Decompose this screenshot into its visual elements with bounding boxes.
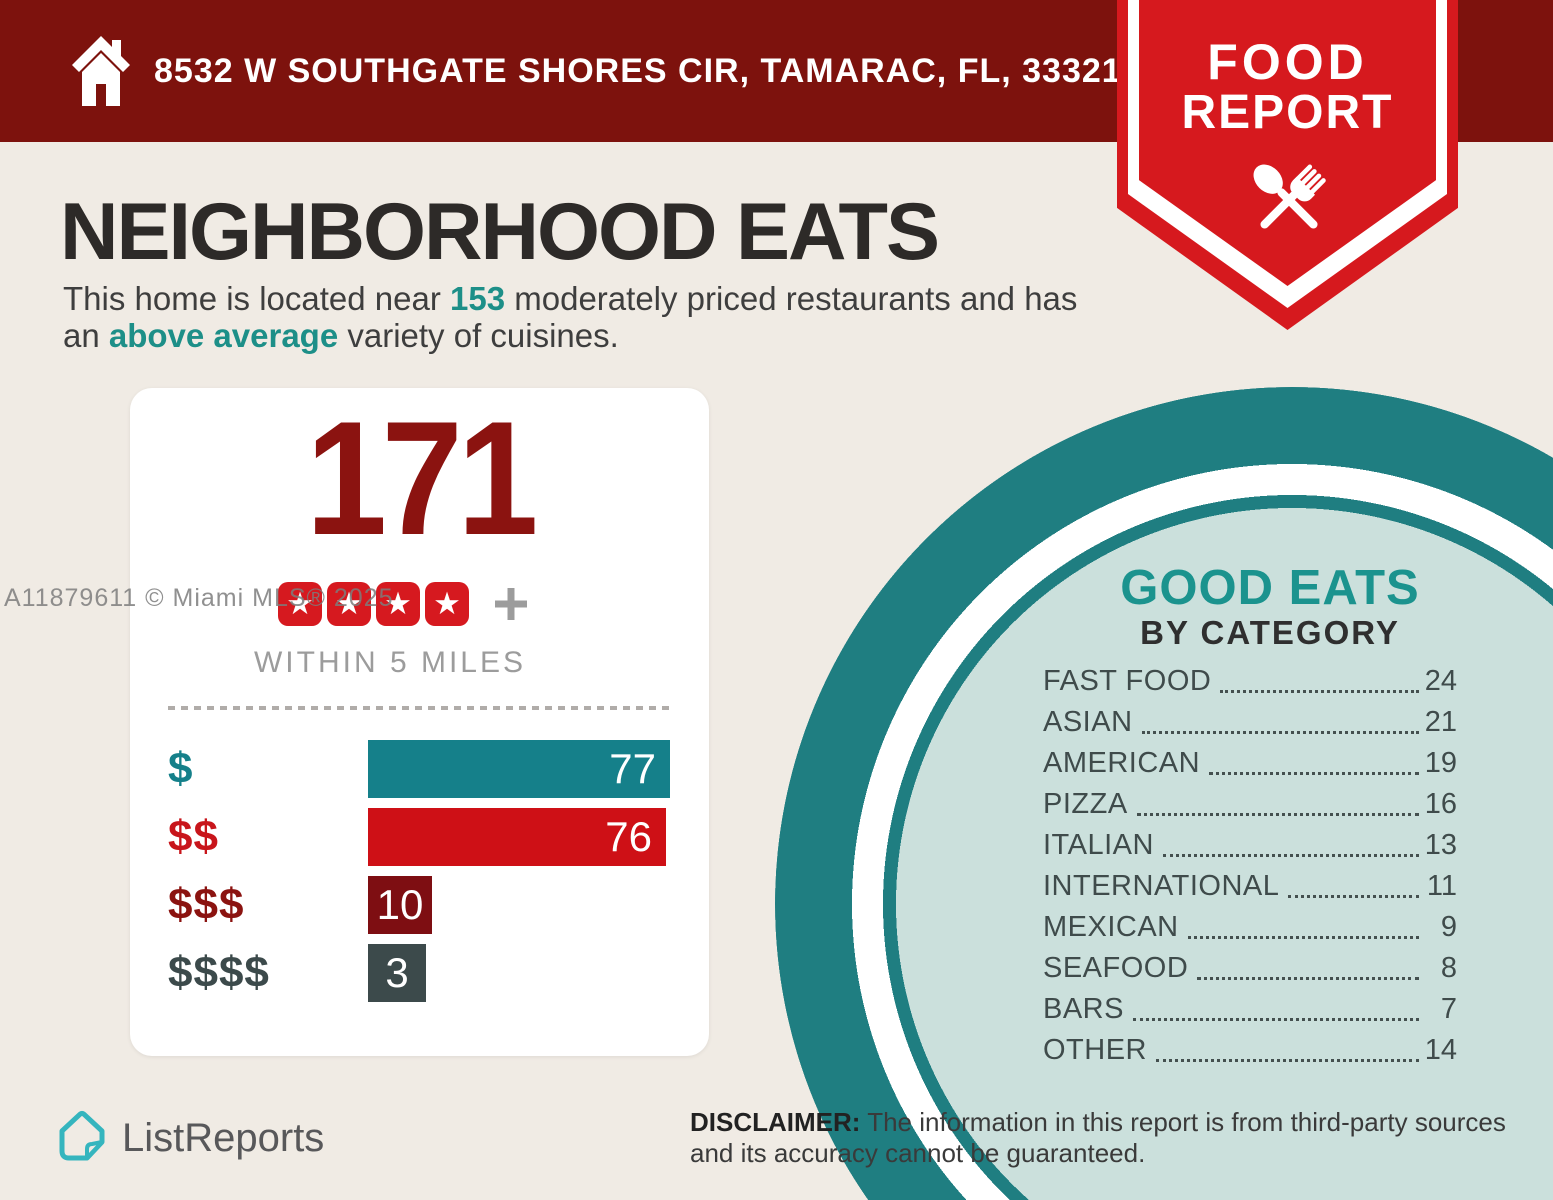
category-label: PIZZA <box>1043 788 1128 820</box>
category-label: INTERNATIONAL <box>1043 870 1280 902</box>
total-restaurant-count: 171 <box>305 388 538 569</box>
variety-highlight: above average <box>108 317 339 354</box>
home-icon <box>70 34 132 113</box>
price-tier-label: $$$ <box>168 880 245 929</box>
price-tier-label: $$$$ <box>168 948 270 997</box>
price-tier-label: $ <box>168 744 194 793</box>
category-row: INTERNATIONAL 11 <box>1043 870 1457 903</box>
restaurant-summary-card: 171 ★ ★ ★ ★ WITHIN 5 MILES $77 $$ 76 $$$ 10 $$$$… <box>130 388 709 1056</box>
brand-name: ListReports <box>122 1116 325 1160</box>
category-value: 13 <box>1424 829 1457 861</box>
dotted-leader <box>1162 854 1419 857</box>
category-list: FAST FOOD 24 ASIAN 21 AMERICAN 19 PIZZA 16 ITALI… <box>1043 665 1457 1078</box>
star-rating: ★ ★ ★ ★ <box>278 582 530 626</box>
dotted-leader <box>1220 690 1419 693</box>
category-row: AMERICAN 19 <box>1043 747 1457 780</box>
property-address: 8532 W SOUTHGATE SHORES CIR, TAMARAC, FL… <box>154 51 1122 90</box>
category-label: MEXICAN <box>1043 911 1179 943</box>
category-value: 9 <box>1440 911 1457 943</box>
dotted-leader <box>1197 977 1419 980</box>
star-icon: ★ <box>278 582 322 626</box>
disclaimer-text: The information in this report is from t… <box>690 1107 1506 1168</box>
plus-icon <box>495 588 527 620</box>
disclaimer-label: DISCLAIMER: <box>690 1107 861 1137</box>
category-row: FAST FOOD 24 <box>1043 665 1457 698</box>
price-bar-row: $77 <box>168 740 671 798</box>
price-tier-label: $$ <box>168 812 219 861</box>
dotted-leader <box>1209 772 1419 775</box>
restaurant-count: 153 <box>450 280 506 317</box>
price-bar-row: $$ 76 <box>168 808 671 866</box>
dotted-leader <box>1132 1018 1419 1021</box>
category-label: ASIAN <box>1043 706 1133 738</box>
dotted-leader <box>1136 813 1419 816</box>
bar-track: 10 <box>368 876 671 934</box>
page-title: NEIGHBORHOOD EATS <box>60 187 940 277</box>
category-label: BARS <box>1043 993 1124 1025</box>
within-5-miles-label: WITHIN 5 MILES <box>253 646 527 679</box>
category-row: SEAFOOD 8 <box>1043 952 1457 985</box>
category-row: MEXICAN 9 <box>1043 911 1457 944</box>
category-value: 11 <box>1426 870 1457 902</box>
category-value: 14 <box>1424 1034 1457 1066</box>
dotted-leader <box>1288 895 1419 898</box>
category-value: 7 <box>1440 993 1457 1025</box>
listreports-logo: ListReports <box>56 1108 324 1169</box>
ribbon-title: FOOD REPORT <box>1117 36 1458 138</box>
dotted-leader <box>1187 936 1419 939</box>
dotted-leader <box>1141 731 1419 734</box>
category-value: 16 <box>1424 788 1457 820</box>
bar-track: 3 <box>368 944 671 1002</box>
dotted-leader <box>1156 1059 1419 1062</box>
price-bar-row: $$$ 10 <box>168 876 671 934</box>
page-subtitle: This home is located near 153 moderately… <box>63 280 1093 354</box>
price-bar-value: 10 <box>376 881 424 928</box>
category-value: 19 <box>1424 747 1457 779</box>
category-label: ITALIAN <box>1043 829 1154 861</box>
bar-track: 76 <box>368 808 671 866</box>
star-icon: ★ <box>425 582 469 626</box>
price-bar-value: 3 <box>385 949 409 996</box>
category-value: 21 <box>1424 706 1457 738</box>
subtitle-text: moderately priced restaurants and has an <box>63 280 1078 354</box>
subtitle-text: This home is located near <box>63 280 451 317</box>
category-row: PIZZA 16 <box>1043 788 1457 821</box>
category-label: AMERICAN <box>1043 747 1201 779</box>
price-bar: 3 <box>368 944 426 1002</box>
category-value: 8 <box>1440 952 1457 984</box>
price-bar-row: $$$$ 3 <box>168 944 671 1002</box>
bar-track: 77 <box>368 740 671 798</box>
price-bar: 76 <box>368 808 666 866</box>
price-bar-value: 76 <box>605 813 652 860</box>
category-label: SEAFOOD <box>1043 952 1189 984</box>
price-bar: 77 <box>368 740 670 798</box>
crossed-spoon-and-fork-icon <box>1243 150 1335 255</box>
mls-watermark: A11879611 © Miami MLS® 2025 <box>4 584 394 612</box>
ribbon-title-line2: REPORT <box>1181 86 1394 139</box>
star-icon: ★ <box>327 582 371 626</box>
category-value: 24 <box>1424 665 1457 697</box>
price-bar-value: 77 <box>609 745 656 792</box>
good-eats-title: GOOD EATS <box>1120 561 1420 615</box>
price-bar-chart: $77 $$ 76 $$$ 10 $$$$ 3 <box>168 740 671 1012</box>
category-row: ITALIAN 13 <box>1043 829 1457 862</box>
good-eats-subtitle: BY CATEGORY <box>1140 614 1400 651</box>
category-row: BARS 7 <box>1043 993 1457 1026</box>
dashed-divider <box>168 706 674 710</box>
category-label: OTHER <box>1043 1034 1147 1066</box>
category-row: ASIAN 21 <box>1043 706 1457 739</box>
disclaimer: DISCLAIMER: The information in this repo… <box>690 1107 1510 1169</box>
subtitle-text: variety of cuisines. <box>338 317 619 354</box>
star-icon: ★ <box>376 582 420 626</box>
price-bar: 10 <box>368 876 432 934</box>
category-label: FAST FOOD <box>1043 665 1212 697</box>
house-page-icon <box>56 1108 108 1169</box>
category-row: OTHER 14 <box>1043 1034 1457 1067</box>
ribbon-title-line1: FOOD <box>1207 34 1368 90</box>
